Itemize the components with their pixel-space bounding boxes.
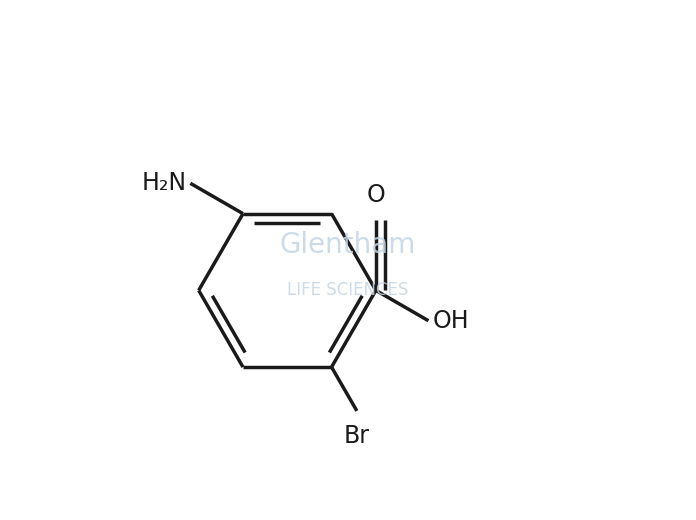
Text: O: O xyxy=(367,183,385,207)
Text: LIFE SCIENCES: LIFE SCIENCES xyxy=(287,281,409,300)
Text: Glentham: Glentham xyxy=(280,231,416,259)
Text: Br: Br xyxy=(344,424,370,448)
Text: H₂N: H₂N xyxy=(141,171,187,196)
Text: OH: OH xyxy=(432,309,469,333)
